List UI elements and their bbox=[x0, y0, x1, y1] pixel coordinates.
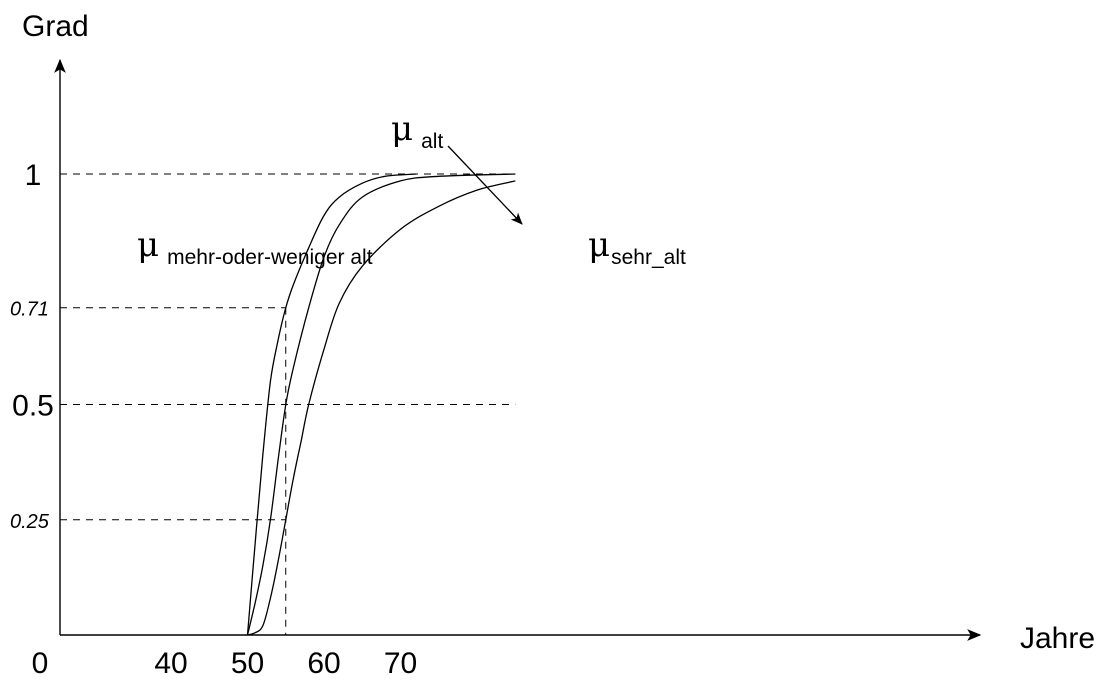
y-axis-label: Grad bbox=[22, 10, 89, 43]
guide-lines bbox=[60, 173, 516, 635]
y-tick-label: 0.5 bbox=[12, 390, 54, 423]
x-tick-label: 40 bbox=[154, 647, 187, 680]
x-tick-label: 70 bbox=[384, 647, 417, 680]
x-tick-label: 0 bbox=[32, 647, 49, 680]
axes bbox=[54, 58, 982, 641]
tick-labels: 0 40 50 60 70 1 0.71 0.5 0.25 bbox=[10, 159, 417, 680]
curve-alt bbox=[246, 173, 516, 636]
annotation-mehr-oder-weniger-alt: μ mehr-oder-weniger alt bbox=[137, 225, 373, 269]
x-axis-label: Jahre bbox=[1020, 622, 1095, 655]
x-tick-label: 50 bbox=[231, 647, 264, 680]
y-tick-label: 0.71 bbox=[10, 299, 49, 321]
annotation-alt: μ alt bbox=[391, 109, 443, 153]
curve-annotations: μ mehr-oder-weniger alt μ alt μsehr_alt bbox=[137, 109, 686, 269]
annotation-arrow bbox=[447, 145, 523, 225]
curves bbox=[246, 173, 516, 636]
y-tick-label: 0.25 bbox=[10, 511, 50, 533]
curve-sehr-alt bbox=[247, 180, 516, 636]
curve-mehr-oder-weniger-alt bbox=[246, 173, 416, 636]
x-tick-label: 60 bbox=[307, 647, 340, 680]
annotation-sehr-alt: μsehr_alt bbox=[588, 225, 686, 269]
y-tick-label: 1 bbox=[25, 159, 42, 192]
